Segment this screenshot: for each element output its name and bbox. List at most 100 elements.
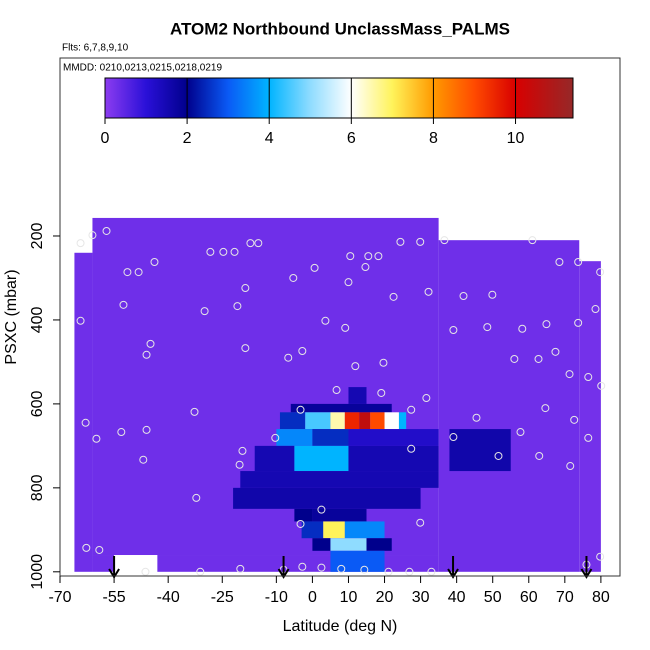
sample-point [246, 239, 255, 248]
colorbar-tick-label: 10 [507, 130, 525, 147]
x-tick-label: 80 [592, 589, 610, 606]
flight-marker-head [277, 568, 290, 579]
sample-point [81, 418, 90, 427]
sample-point [271, 433, 280, 442]
sample-point [139, 455, 148, 464]
sample-point [459, 292, 468, 301]
sample-point [92, 434, 101, 443]
heat-cell [92, 555, 115, 572]
annotation: MMDD: 0210,0213,0215,0218,0219 [63, 63, 222, 74]
heat-cell [330, 412, 345, 430]
sample-point [76, 239, 85, 248]
sample-point [206, 247, 215, 256]
heat-cell [240, 471, 439, 488]
sample-point [377, 388, 386, 397]
sample-point [344, 278, 353, 287]
sample-point [241, 344, 250, 353]
flight-marker-head [447, 568, 459, 579]
sample-point [566, 462, 575, 471]
sample-point [516, 428, 525, 437]
sample-point [384, 567, 393, 576]
sample-point [374, 252, 383, 261]
heat-cell [348, 445, 439, 472]
heat-cell [330, 538, 367, 551]
sample-point [241, 284, 250, 293]
sample-point [219, 247, 228, 256]
flight-marker-head [580, 568, 593, 579]
heat-cell [301, 521, 324, 539]
x-axis-label: Latitude (deg N) [283, 618, 398, 635]
sample-point [95, 545, 104, 554]
sample-point [584, 433, 593, 442]
heat-cell [254, 445, 295, 472]
sample-point [117, 428, 126, 437]
sample-point [565, 370, 574, 379]
sample-point [341, 323, 350, 332]
sample-point [541, 404, 550, 413]
heat-cell [312, 508, 367, 522]
sample-point [235, 460, 244, 469]
sample-point [510, 354, 519, 363]
sample-point [317, 563, 326, 572]
sample-point [119, 300, 128, 309]
x-tick-label: -70 [48, 589, 71, 606]
sample-point [123, 268, 132, 277]
heat-cell [294, 508, 313, 522]
sample-point [200, 307, 209, 316]
sample-point [310, 263, 319, 272]
sample-point [289, 273, 298, 282]
colorbar-tick-label: 4 [265, 130, 274, 147]
sample-point [407, 444, 416, 453]
sample-point [472, 413, 481, 422]
x-tick-label: -10 [265, 589, 288, 606]
sample-point [597, 381, 606, 390]
heat-cell [398, 412, 407, 430]
sample-point [296, 519, 305, 528]
sample-point [542, 320, 551, 329]
sample-point [518, 324, 527, 333]
heat-cell [359, 412, 371, 430]
sample-point [196, 567, 205, 576]
sample-point [396, 237, 405, 246]
sample-point [346, 252, 355, 261]
heat-cell [233, 487, 421, 509]
sample-point [192, 493, 201, 502]
sample-point [528, 236, 537, 245]
heat-cell [449, 429, 511, 472]
colorbar [104, 77, 574, 119]
sample-point [102, 226, 111, 235]
sample-point [555, 258, 564, 267]
sample-point [134, 268, 143, 277]
sample-point [332, 386, 341, 395]
x-tick-label: -25 [211, 589, 234, 606]
sample-point [405, 567, 414, 576]
heat-cell [74, 252, 93, 572]
sample-point [570, 415, 579, 424]
sample-point [488, 290, 497, 299]
y-axis-label: PSXC (mbar) [3, 269, 20, 364]
sample-point [449, 326, 458, 335]
flight-marker [277, 556, 290, 579]
sample-point [361, 263, 370, 272]
sample-point [150, 258, 159, 267]
sample-point [298, 347, 307, 356]
x-tick-label: 40 [448, 589, 466, 606]
sample-point [142, 350, 151, 359]
sample-point [416, 518, 425, 527]
sample-point [284, 353, 293, 362]
y-tick-label: 400 [29, 306, 46, 333]
sample-point [379, 358, 388, 367]
sample-point [317, 505, 326, 514]
sample-point [596, 552, 605, 561]
heat-cell [438, 240, 580, 572]
heat-cell [312, 538, 331, 551]
flight-marker [580, 556, 593, 579]
heat-cell [370, 412, 385, 430]
colorbar-tick-label: 0 [101, 130, 110, 147]
heat-cell [157, 555, 439, 572]
plot-frame [59, 57, 621, 577]
colorbar-tick-label: 6 [347, 130, 356, 147]
y-tick-label: 200 [29, 223, 46, 250]
colorbar-tick-label: 2 [183, 130, 192, 147]
